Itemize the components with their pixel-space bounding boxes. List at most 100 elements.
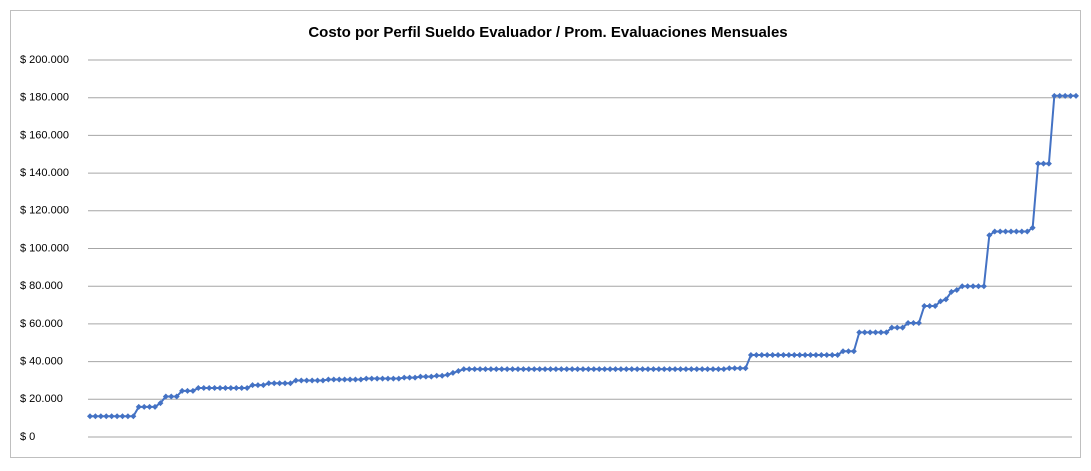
marker <box>309 377 316 384</box>
marker <box>87 413 93 420</box>
marker <box>379 375 386 382</box>
marker <box>905 319 912 326</box>
marker <box>152 403 159 410</box>
marker <box>1067 92 1074 99</box>
marker <box>119 413 126 420</box>
marker <box>688 366 695 373</box>
marker <box>715 366 722 373</box>
marker <box>975 283 982 290</box>
marker <box>303 377 310 384</box>
marker <box>682 366 689 373</box>
y-tick-label: $ 60.000 <box>20 318 63 330</box>
marker <box>504 366 511 373</box>
marker <box>645 366 652 373</box>
marker <box>97 413 104 420</box>
marker <box>704 366 711 373</box>
marker <box>861 329 868 336</box>
marker <box>601 366 608 373</box>
marker <box>531 366 538 373</box>
marker <box>888 324 895 331</box>
marker <box>921 302 928 309</box>
marker <box>357 376 364 383</box>
marker <box>336 376 343 383</box>
marker <box>948 288 955 295</box>
marker <box>953 286 960 293</box>
marker <box>173 393 180 400</box>
marker <box>731 365 738 372</box>
marker <box>1035 160 1042 167</box>
marker <box>877 329 884 336</box>
marker <box>455 368 462 375</box>
marker <box>487 366 494 373</box>
marker <box>872 329 879 336</box>
marker <box>130 413 137 420</box>
marker <box>791 352 798 359</box>
marker <box>986 232 993 239</box>
marker <box>856 329 863 336</box>
marker <box>189 387 196 394</box>
marker <box>1062 92 1069 99</box>
marker <box>634 366 641 373</box>
marker <box>612 366 619 373</box>
marker <box>980 283 987 290</box>
marker <box>1045 160 1052 167</box>
marker <box>368 375 375 382</box>
marker <box>775 352 782 359</box>
marker <box>542 366 549 373</box>
marker <box>596 366 603 373</box>
marker <box>845 348 852 355</box>
marker <box>693 366 700 373</box>
marker <box>785 352 792 359</box>
marker <box>135 403 142 410</box>
marker <box>942 296 949 303</box>
marker <box>482 366 489 373</box>
marker <box>233 384 240 391</box>
marker <box>124 413 131 420</box>
marker <box>802 352 809 359</box>
y-tick-label: $ 0 <box>20 431 35 443</box>
marker <box>959 283 966 290</box>
marker <box>910 319 917 326</box>
marker <box>796 352 803 359</box>
marker <box>926 302 933 309</box>
marker <box>623 366 630 373</box>
marker <box>298 377 305 384</box>
marker <box>254 382 261 389</box>
marker <box>672 366 679 373</box>
marker <box>883 329 890 336</box>
marker <box>840 348 847 355</box>
marker <box>894 324 901 331</box>
marker <box>520 366 527 373</box>
marker <box>287 380 294 387</box>
marker <box>238 384 245 391</box>
marker <box>1073 92 1079 99</box>
marker <box>276 380 283 387</box>
marker <box>211 384 218 391</box>
marker <box>244 384 251 391</box>
y-tick-label: $ 180.000 <box>20 92 69 104</box>
marker <box>108 413 115 420</box>
marker <box>206 384 213 391</box>
marker <box>1029 224 1036 231</box>
marker <box>699 366 706 373</box>
y-tick-label: $ 160.000 <box>20 129 69 141</box>
y-tick-label: $ 140.000 <box>20 167 69 179</box>
marker <box>1051 92 1058 99</box>
marker <box>260 382 267 389</box>
marker <box>330 376 337 383</box>
marker <box>417 373 424 380</box>
marker <box>249 382 256 389</box>
marker <box>580 366 586 373</box>
marker <box>449 369 456 376</box>
marker <box>493 366 500 373</box>
marker <box>1002 228 1009 235</box>
y-tick-label: $ 80.000 <box>20 280 63 292</box>
marker <box>374 375 381 382</box>
marker <box>471 366 478 373</box>
marker <box>179 387 186 394</box>
marker <box>271 380 278 387</box>
marker <box>347 376 354 383</box>
marker <box>552 366 559 373</box>
marker <box>617 366 624 373</box>
